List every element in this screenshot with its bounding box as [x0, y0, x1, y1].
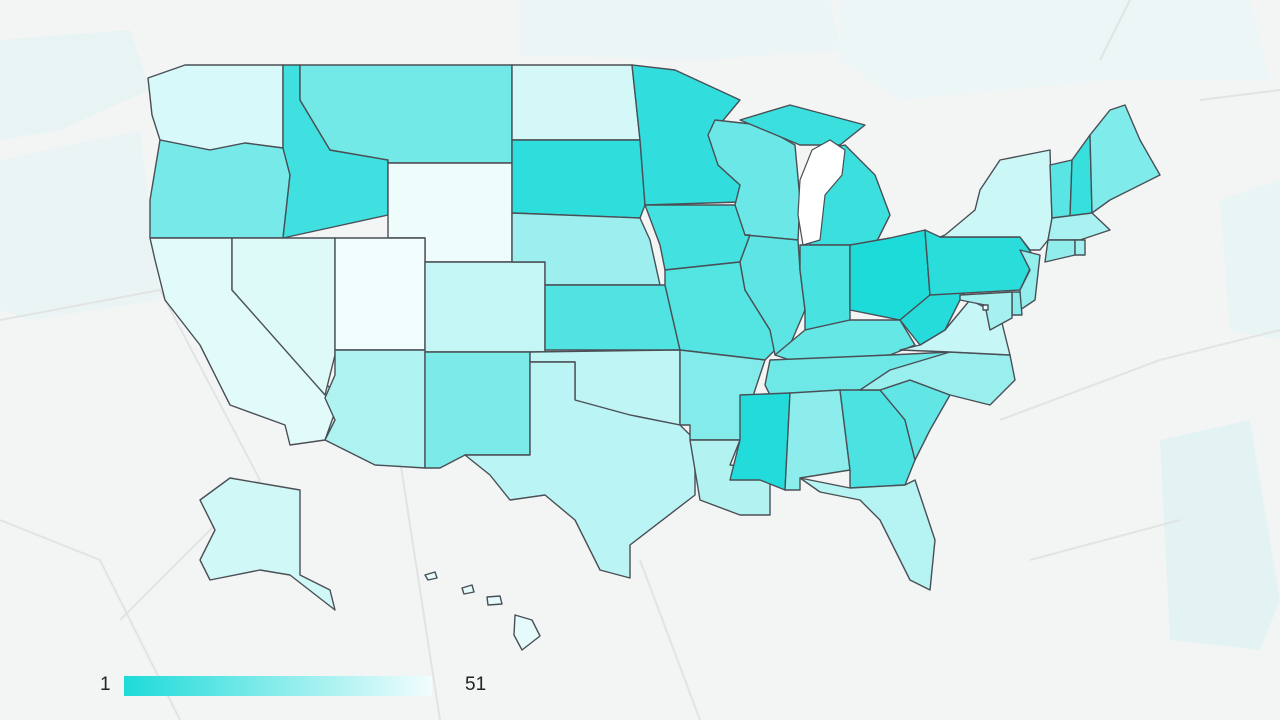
legend-min-label: 1 [100, 674, 111, 695]
state-ks[interactable] [544, 284, 681, 351]
state-ak[interactable] [199, 477, 336, 611]
state-hi[interactable] [424, 571, 541, 651]
state-ny[interactable] [939, 149, 1053, 251]
state-ri[interactable] [1074, 239, 1086, 256]
state-sd[interactable] [511, 139, 646, 219]
state-de[interactable] [1011, 291, 1023, 316]
state-az[interactable] [324, 349, 426, 469]
state-wa[interactable] [147, 64, 284, 151]
state-vt[interactable] [1049, 159, 1073, 219]
state-nc[interactable] [859, 351, 1016, 406]
state-al[interactable] [784, 389, 851, 491]
state-nv[interactable] [231, 237, 336, 396]
state-mt[interactable] [299, 64, 513, 164]
state-md[interactable] [959, 291, 1013, 331]
state-fl[interactable] [799, 477, 936, 591]
state-me[interactable] [1089, 104, 1161, 214]
state-tx[interactable] [464, 361, 696, 579]
state-ut[interactable] [334, 237, 426, 351]
state-or[interactable] [149, 139, 291, 239]
state-in[interactable] [799, 244, 851, 331]
state-nh[interactable] [1069, 134, 1093, 219]
color-scale-legend: 1 51 [100, 672, 500, 700]
state-co[interactable] [424, 261, 546, 353]
state-nd[interactable] [511, 64, 641, 141]
state-pa[interactable] [924, 229, 1036, 296]
state-nm[interactable] [424, 351, 531, 469]
state-ma[interactable] [1047, 212, 1111, 241]
state-ia[interactable] [644, 204, 751, 271]
state-dc[interactable] [982, 304, 989, 311]
lake-michigan [797, 139, 846, 246]
state-ct[interactable] [1044, 239, 1076, 263]
legend-gradient-bar [124, 676, 432, 696]
legend-max-label: 51 [465, 674, 487, 695]
